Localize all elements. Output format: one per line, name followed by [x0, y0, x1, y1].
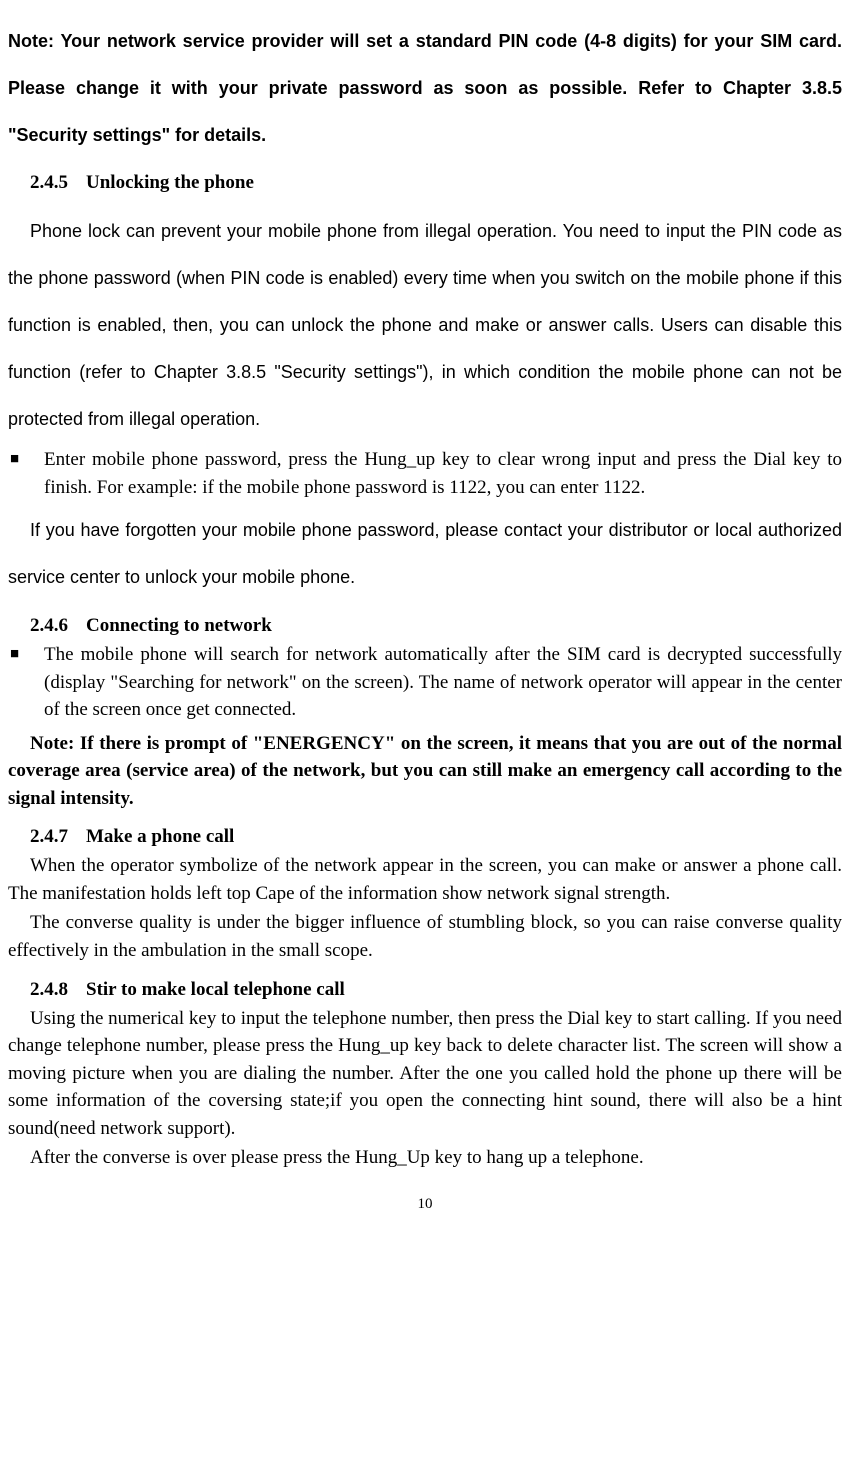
section-title: Stir to make local telephone call — [86, 979, 345, 1000]
section-number: 2.4.7 — [30, 826, 68, 847]
square-bullet-icon: ■ — [8, 641, 44, 666]
section-heading-248: 2.4.8 Stir to make local telephone call — [30, 979, 842, 1001]
section-heading-245: 2.4.5 Unlocking the phone — [30, 172, 842, 194]
bullet-text: The mobile phone will search for network… — [44, 641, 842, 724]
paragraph: After the converse is over please press … — [8, 1144, 842, 1172]
section-number: 2.4.8 — [30, 979, 68, 1000]
document-page: Note: Your network service provider will… — [0, 0, 850, 1231]
paragraph: When the operator symbolize of the netwo… — [8, 852, 842, 907]
paragraph: If you have forgotten your mobile phone … — [8, 507, 842, 601]
note-paragraph: Note: If there is prompt of "ENERGENCY" … — [8, 730, 842, 813]
section-number: 2.4.5 — [30, 172, 68, 193]
bullet-item: ■ The mobile phone will search for netwo… — [8, 641, 842, 724]
section-title: Unlocking the phone — [86, 172, 254, 193]
section-heading-246: 2.4.6 Connecting to network — [30, 615, 842, 637]
page-number: 10 — [8, 1196, 842, 1213]
bullet-text: Enter mobile phone password, press the H… — [44, 446, 842, 501]
paragraph: The converse quality is under the bigger… — [8, 909, 842, 964]
section-heading-247: 2.4.7 Make a phone call — [30, 826, 842, 848]
square-bullet-icon: ■ — [8, 446, 44, 471]
section-title: Connecting to network — [86, 615, 272, 636]
section-title: Make a phone call — [86, 826, 234, 847]
paragraph: Phone lock can prevent your mobile phone… — [8, 208, 842, 442]
top-note: Note: Your network service provider will… — [8, 18, 842, 158]
section-number: 2.4.6 — [30, 615, 68, 636]
bullet-item: ■ Enter mobile phone password, press the… — [8, 446, 842, 501]
paragraph: Using the numerical key to input the tel… — [8, 1005, 842, 1143]
